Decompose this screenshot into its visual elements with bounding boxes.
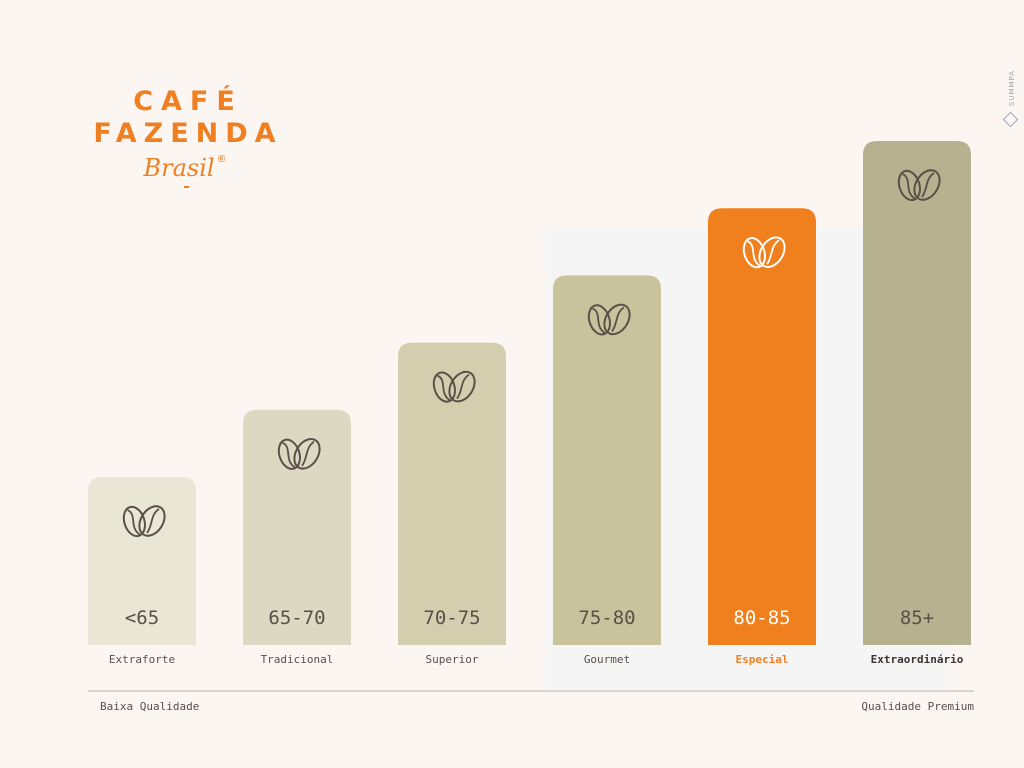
bar-3 <box>553 275 661 645</box>
category-label: Extraordinário <box>871 653 964 666</box>
bar-value-label: 85+ <box>900 607 934 629</box>
bar-value-label: 80-85 <box>733 607 790 629</box>
scale-high-label: Qualidade Premium <box>861 700 974 713</box>
category-label: Extraforte <box>109 653 175 666</box>
category-label: Superior <box>426 653 479 666</box>
bar-group-3: 75-80 Gourmet <box>553 275 661 666</box>
category-label: Gourmet <box>584 653 630 666</box>
bar-value-label: 70-75 <box>423 607 480 629</box>
logo-dash <box>183 186 189 188</box>
bar-5 <box>863 141 971 645</box>
bar-0 <box>88 477 196 645</box>
bar-4 <box>708 208 816 645</box>
bar-1 <box>243 409 351 645</box>
bar-group-2: 70-75 Superior <box>398 342 506 666</box>
scale-low-label: Baixa Qualidade <box>100 700 199 713</box>
logo-line-cafe: CAFÉ <box>133 86 243 117</box>
bar-group-5: 85+ Extraordinário <box>863 141 971 666</box>
brand-logo: CAFÉ FAZENDA Brasil ® <box>78 86 298 188</box>
bar-value-label: 65-70 <box>268 607 325 629</box>
bar-group-0: <65 Extraforte <box>88 477 196 666</box>
logo-script-brasil: Brasil ® <box>72 154 298 182</box>
registered-mark: ® <box>216 154 227 165</box>
bar-value-label: <65 <box>125 607 159 629</box>
category-label: Tradicional <box>261 653 334 666</box>
logo-script-text: Brasil <box>143 154 215 182</box>
bar-group-1: 65-70 Tradicional <box>243 409 351 666</box>
bar-value-label: 75-80 <box>578 607 635 629</box>
category-label: Especial <box>736 653 789 666</box>
bar-2 <box>398 342 506 645</box>
bar-group-4: 80-85 Especial <box>708 208 816 666</box>
logo-line-fazenda: FAZENDA <box>93 118 283 149</box>
